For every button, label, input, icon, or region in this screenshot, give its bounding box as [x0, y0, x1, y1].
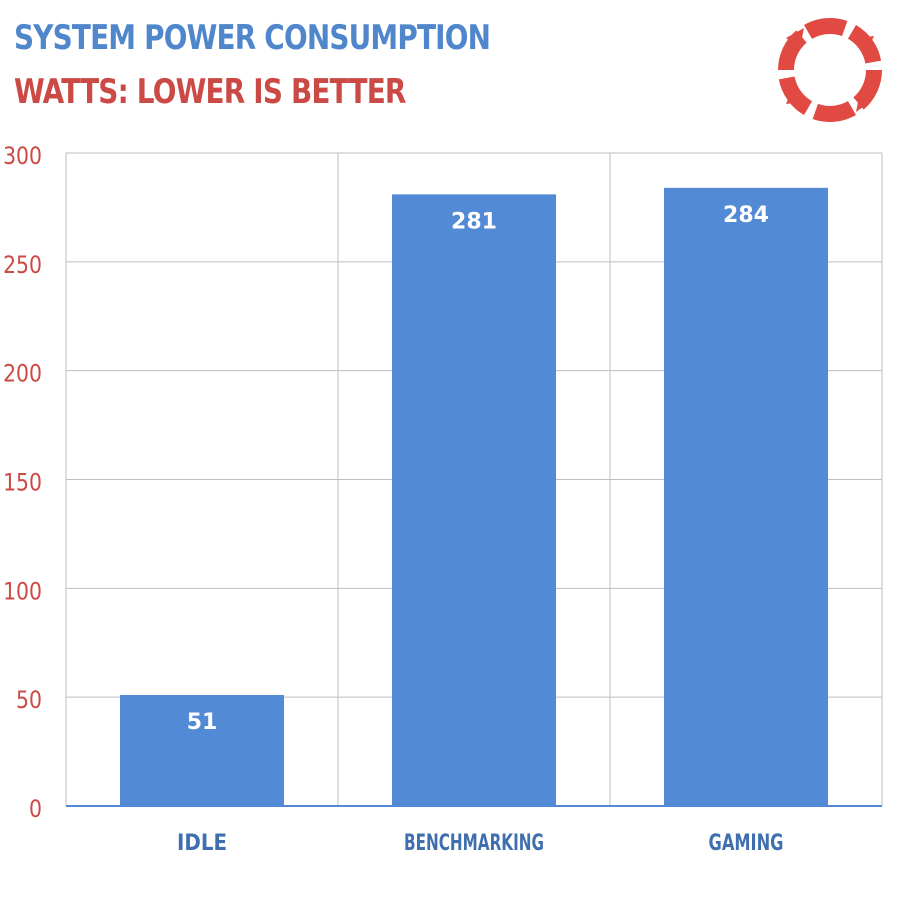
chart-subtitle: WATTS: LOWER IS BETTER: [14, 72, 406, 112]
bar-value-label: 51: [187, 710, 218, 735]
bar: [392, 194, 556, 806]
y-tick-label: 50: [16, 687, 42, 715]
category-label: BENCHMARKING: [404, 831, 544, 856]
category-label: GAMING: [709, 831, 784, 856]
bar-value-label: 281: [451, 209, 497, 234]
y-tick-label: 100: [3, 578, 42, 606]
bar: [120, 694, 284, 806]
y-tick-label: 300: [3, 142, 42, 170]
category-label: IDLE: [177, 831, 227, 856]
y-tick-label: 200: [3, 360, 42, 388]
y-tick-label: 250: [3, 251, 42, 279]
camera-aperture-logo-icon: [778, 18, 882, 122]
chart-title: SYSTEM POWER CONSUMPTION: [14, 18, 491, 58]
bar: [664, 187, 828, 806]
y-tick-label: 150: [3, 469, 42, 497]
bar-value-label: 284: [723, 203, 769, 228]
y-tick-label: 0: [29, 795, 42, 823]
